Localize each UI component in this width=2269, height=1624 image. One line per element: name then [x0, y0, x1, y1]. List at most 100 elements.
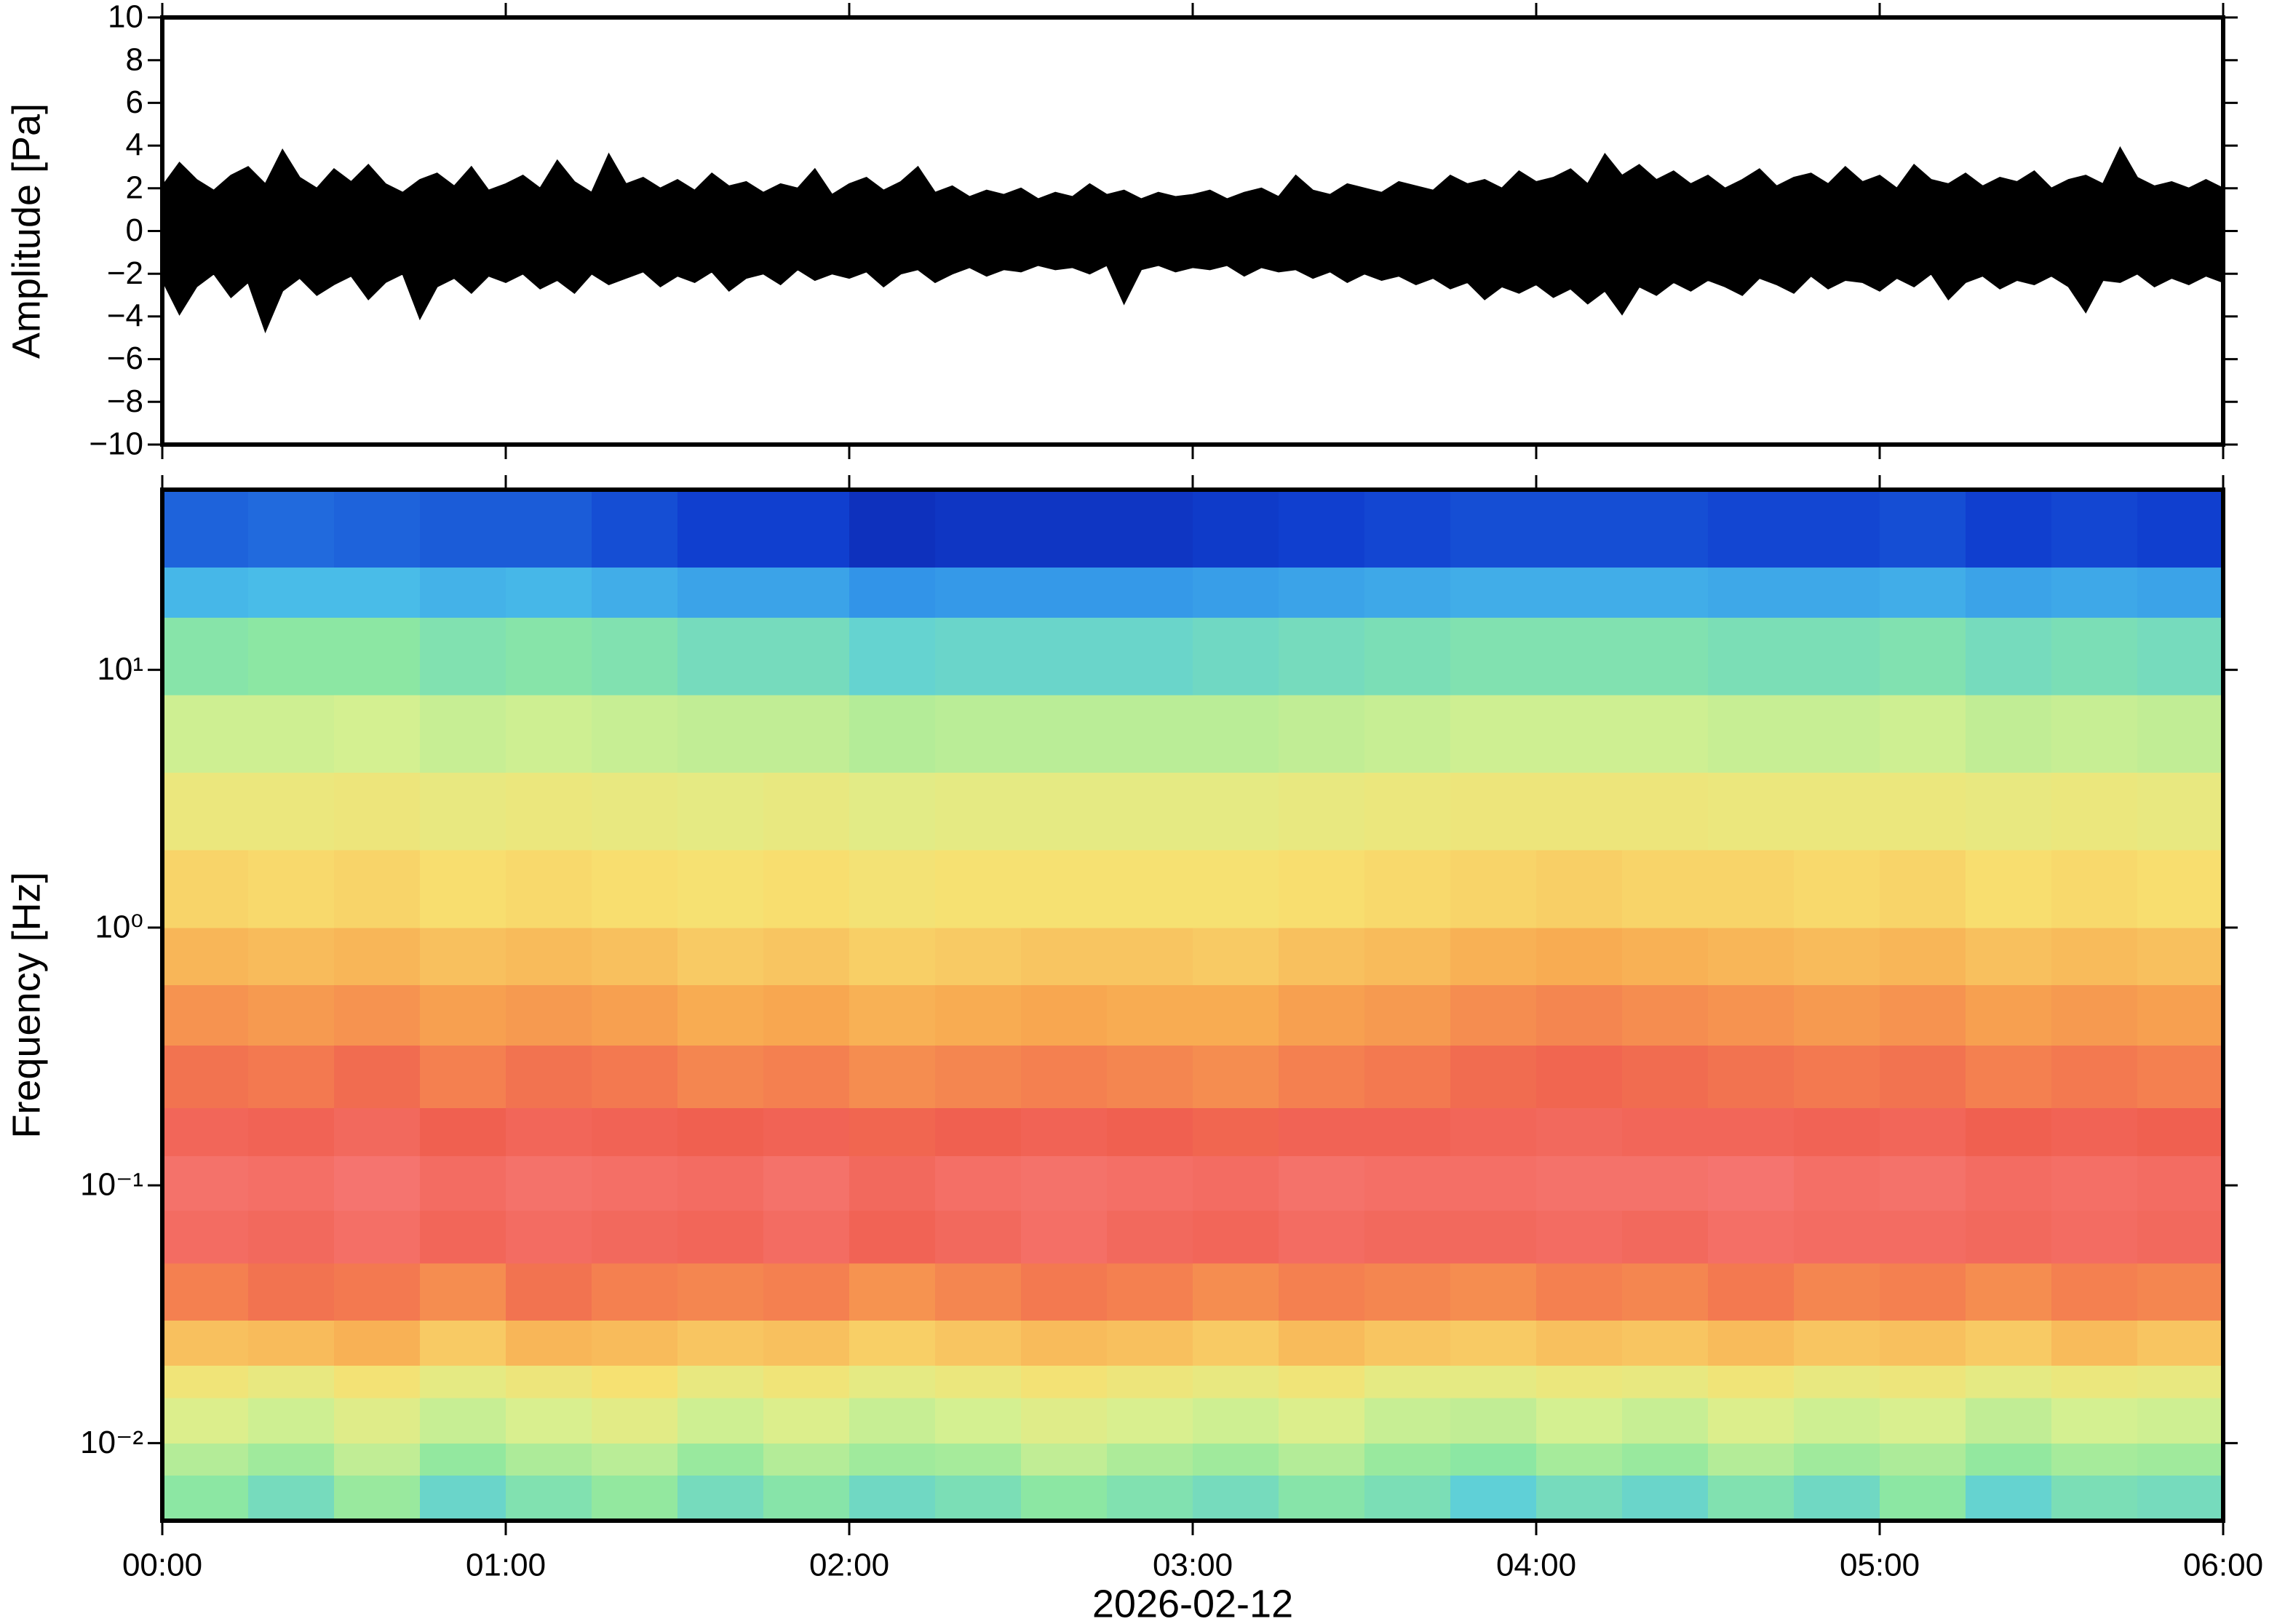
spectrogram-cell [506, 1320, 592, 1366]
spectrogram-cell [592, 1320, 678, 1366]
spectrogram-cell [1708, 567, 1795, 618]
spectrogram-cell [334, 1155, 421, 1211]
spectrogram-cell [506, 1045, 592, 1108]
y-tick-label: 6 [126, 84, 143, 120]
spectrogram-cell [677, 1475, 764, 1521]
spectrogram-cell [1450, 1210, 1537, 1264]
spectrogram-cell [1279, 1443, 1365, 1476]
spectrogram-cell [592, 567, 678, 618]
spectrogram-cell [677, 1107, 764, 1157]
spectrogram-cell [1450, 984, 1537, 1046]
spectrogram-cell [1107, 1107, 1193, 1157]
spectrogram-cell [1107, 1155, 1193, 1211]
spectrogram-cell [1880, 1397, 1966, 1444]
spectrogram-cell [506, 927, 592, 985]
spectrogram-cell [2137, 1155, 2224, 1211]
spectrogram-cell [506, 567, 592, 618]
spectrogram-cell [2137, 1475, 2224, 1521]
spectrogram-cell [1708, 1262, 1795, 1321]
spectrogram-cell [1880, 927, 1966, 985]
spectrogram-cell [677, 1365, 764, 1398]
spectrogram-cell [1880, 617, 1966, 696]
spectrogram-cell [1794, 1262, 1880, 1321]
spectrogram-cell [1107, 927, 1193, 985]
spectrogram-cell [248, 567, 335, 618]
spectrogram-cell [1708, 1397, 1795, 1444]
spectrogram-cell [420, 1320, 506, 1366]
spectrogram-cell [2051, 567, 2138, 618]
spectrogram-cell [420, 1397, 506, 1444]
spectrogram-cell [420, 984, 506, 1046]
spectrogram-cell [248, 772, 335, 851]
spectrogram-cell [1450, 1155, 1537, 1211]
spectrogram-cell [849, 1365, 936, 1398]
spectrogram-cell [677, 490, 764, 568]
spectrogram-cell [420, 617, 506, 696]
spectrogram-cell [1450, 1107, 1537, 1157]
spectrogram-cell [1622, 1475, 1709, 1521]
spectrogram-cell [1279, 1320, 1365, 1366]
spectrogram-cell [763, 567, 850, 618]
spectrogram-cell [1622, 490, 1709, 568]
spectrogram-cell [1107, 1262, 1193, 1321]
spectrogram-cell [506, 1155, 592, 1211]
spectrogram-cell [420, 1210, 506, 1264]
spectrogram-cell [2137, 1045, 2224, 1108]
spectrogram-cell [1794, 1155, 1880, 1211]
spectrogram-cell [1279, 617, 1365, 696]
y-tick-label: −8 [107, 383, 143, 419]
spectrogram-cell [1193, 567, 1279, 618]
spectrogram-cell [677, 772, 764, 851]
spectrogram-cell [506, 1365, 592, 1398]
spectrogram-cell [162, 567, 249, 618]
spectrogram-cell [506, 772, 592, 851]
spectrogram-cell [162, 1443, 249, 1476]
spectrogram-cell [763, 1155, 850, 1211]
spectrogram-cell [1364, 1320, 1451, 1366]
spectrogram-cell [334, 1045, 421, 1108]
spectrogram-cell [1279, 1210, 1365, 1264]
waveform [162, 146, 2224, 334]
spectrogram-cell [1364, 772, 1451, 851]
spectrogram-cell [1794, 850, 1880, 928]
spectrogram-cell [1193, 850, 1279, 928]
spectrogram-cell [1536, 1365, 1623, 1398]
spectrogram-cell [849, 772, 936, 851]
spectrogram-cell [763, 1443, 850, 1476]
spectrogram-cell [1622, 772, 1709, 851]
spectrogram-cell [1450, 694, 1537, 773]
spectrogram-cell [1880, 1210, 1966, 1264]
spectrogram-cell [1021, 772, 1108, 851]
spectrogram-cell [1536, 1443, 1623, 1476]
spectrogram-cell [1708, 617, 1795, 696]
spectrogram-cell [1193, 1262, 1279, 1321]
spectrogram-cell [763, 1397, 850, 1444]
spectrogram-cell [420, 567, 506, 618]
spectrogram-cell [1880, 1045, 1966, 1108]
spectrogram-cell [1794, 490, 1880, 568]
spectrogram-cell [2051, 772, 2138, 851]
spectrogram-cell [763, 490, 850, 568]
spectrogram-cell [763, 984, 850, 1046]
spectrogram-cell [1279, 984, 1365, 1046]
spectrogram-cell [1021, 694, 1108, 773]
spectrogram-cell [849, 1320, 936, 1366]
spectrogram-cell [1708, 772, 1795, 851]
spectrogram-cell [677, 927, 764, 985]
spectrogram-cell [1364, 850, 1451, 928]
spectrogram-cell [592, 1365, 678, 1398]
spectrogram-cell [162, 694, 249, 773]
spectrogram-cell [1364, 1210, 1451, 1264]
spectrogram-cell [1364, 567, 1451, 618]
spectrogram-cell [592, 1107, 678, 1157]
spectrogram-cell [420, 1365, 506, 1398]
spectrogram-cell [849, 1397, 936, 1444]
spectrogram-cell [849, 984, 936, 1046]
spectrogram-cell [2051, 1443, 2138, 1476]
spectrogram-cell [420, 1443, 506, 1476]
spectrogram-cell [1021, 1443, 1108, 1476]
spectrogram-cell [162, 617, 249, 696]
spectrogram-cell [1364, 1365, 1451, 1398]
spectrogram-cell [334, 1320, 421, 1366]
spectrogram-cell [1966, 490, 2052, 568]
